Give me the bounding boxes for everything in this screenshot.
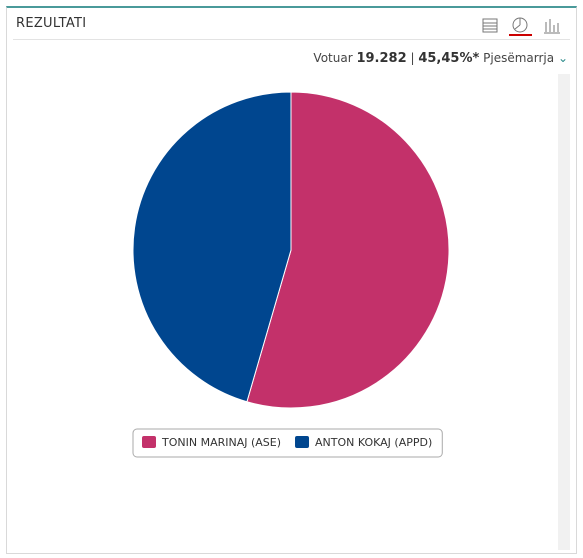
view-switcher — [482, 17, 560, 36]
legend-box — [132, 428, 443, 458]
turnout-label[interactable]: Pjesëmarrja — [483, 51, 555, 65]
legend-swatch — [295, 436, 310, 448]
legend-label: ANTON KOKAJ (APPD) — [315, 436, 432, 449]
stats: Votuar 19.282 | 45,45%* Pjesëmarrja ⌄ — [313, 51, 568, 66]
results-panel: REZULTATI Votuar 19.282 | 45,45%* Pjesëm… — [6, 6, 577, 554]
scrollbar[interactable] — [558, 74, 570, 550]
legend-label: TONIN MARINAJ (ASE) — [161, 436, 281, 449]
divider — [13, 39, 570, 40]
pie-view-icon[interactable] — [509, 17, 532, 36]
pie-slice — [132, 91, 292, 403]
turnout: 45,45%* — [418, 51, 480, 66]
voted-count: 19.282 — [356, 51, 407, 66]
pie-slice — [246, 91, 450, 409]
separator: | — [410, 51, 415, 65]
bar-view-icon[interactable] — [544, 19, 560, 34]
dropdown-arrow[interactable]: ⌄ — [557, 51, 568, 65]
legend-swatch — [142, 436, 156, 448]
table-view-icon[interactable] — [482, 18, 498, 33]
legend: TONIN MARINAJ (ASE) ANTON KOKAJ (APPD) — [132, 428, 443, 458]
panel-title: REZULTATI — [16, 16, 87, 31]
voted-label: Votuar — [313, 51, 353, 65]
